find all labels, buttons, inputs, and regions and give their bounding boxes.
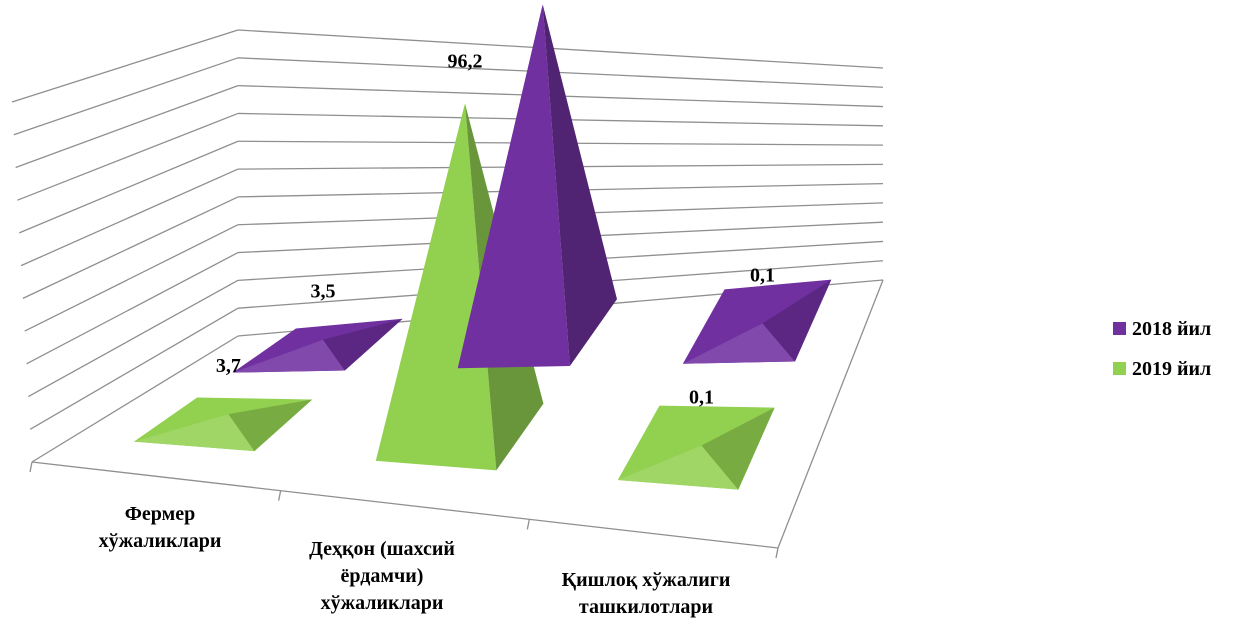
gridline-side xyxy=(15,85,239,169)
pyramid-face-front xyxy=(617,445,739,490)
floor-right-edge xyxy=(777,279,884,549)
gridline-side xyxy=(19,140,239,234)
gridline-side xyxy=(29,307,239,430)
pyramid-face-front xyxy=(375,103,497,471)
gridline-back xyxy=(237,57,884,88)
pyramid-face-right xyxy=(762,279,832,362)
legend-swatch-1 xyxy=(1113,362,1126,375)
category-label-2: ташкилотлари xyxy=(579,596,713,618)
pyramid-2-series-0 xyxy=(682,279,832,364)
pyramid-face-right xyxy=(701,407,775,490)
gridline-back xyxy=(237,29,884,69)
data-label-0-series-1: 3,7 xyxy=(216,355,241,377)
pyramid-face-front xyxy=(232,339,345,373)
gridline-side xyxy=(31,335,239,463)
category-label-0: хўжаликлари xyxy=(99,530,222,552)
gridline-side xyxy=(26,251,239,365)
data-label-1-series-1: 96,2 xyxy=(447,51,482,73)
x-axis-tick xyxy=(526,519,530,530)
category-label-2: Қишлоқ хўжалиги xyxy=(562,569,731,591)
x-axis-tick xyxy=(278,490,282,501)
category-label-1: Деҳқон (шахсий xyxy=(309,538,455,560)
category-labels: Фермер хўжаликлари Деҳқон (шахсий ёрдамчи) х… xyxy=(99,503,731,618)
pyramid-1-series-0 xyxy=(457,4,617,369)
legend: 2018 йил 2019 йил xyxy=(1113,318,1211,380)
gridline-side xyxy=(17,112,239,201)
gridline-side xyxy=(28,279,239,398)
legend-swatch-0 xyxy=(1113,322,1126,335)
pyramid-face-front xyxy=(457,4,570,369)
gridline-side xyxy=(20,168,239,267)
data-label-2-series-1: 0,1 xyxy=(689,386,714,408)
pyramid-0-series-0 xyxy=(232,318,403,373)
category-label-1: хўжаликлари xyxy=(321,592,444,614)
pyramid-0-series-1 xyxy=(133,397,313,452)
pyramid-face-right xyxy=(228,399,313,452)
pyramids xyxy=(133,4,832,490)
pyramid-face-front xyxy=(133,414,255,452)
x-axis-tick xyxy=(29,461,33,473)
gridline-side xyxy=(22,196,239,299)
data-label-2-series-0: 0,1 xyxy=(750,264,775,286)
floor-front-edge xyxy=(31,461,779,549)
data-label-0-series-0: 3,5 xyxy=(311,281,336,303)
data-labels: 3,796,20,13,596,40,1 xyxy=(216,51,775,409)
gridline-side xyxy=(11,29,239,103)
pyramid-2-series-1 xyxy=(617,405,775,490)
x-axis-tick xyxy=(775,547,779,559)
pyramid-face-front xyxy=(682,323,795,364)
gridline-side xyxy=(13,57,239,136)
category-label-1: ёрдамчи) xyxy=(341,565,424,587)
gridline-side xyxy=(24,224,239,332)
legend-entry-0: 2018 йил xyxy=(1132,318,1211,340)
pyramid-face-right xyxy=(323,318,403,371)
category-label-0: Фермер xyxy=(125,503,196,525)
pyramid-face-right xyxy=(542,4,617,366)
legend-entry-1: 2019 йил xyxy=(1132,358,1211,380)
